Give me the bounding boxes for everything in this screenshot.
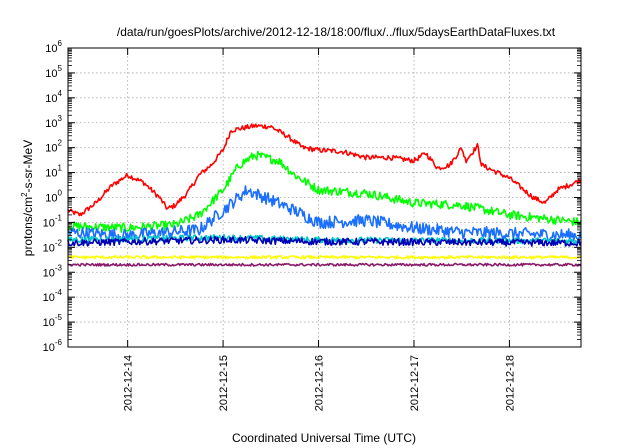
y-tick-exponent: 6 — [58, 39, 63, 48]
series-line-6 — [67, 255, 581, 260]
y-tick-exponent: -2 — [55, 238, 63, 247]
y-axis-label-tail: -s-sr-MeV — [21, 140, 35, 193]
y-tick-label: 104 — [45, 89, 62, 105]
y-tick-base: 10 — [45, 43, 57, 55]
y-tick-label: 103 — [45, 114, 62, 130]
y-tick-base: 10 — [43, 317, 55, 329]
y-tick-base: 10 — [45, 68, 57, 80]
y-tick-exponent: -4 — [55, 288, 63, 297]
y-tick-exponent: 3 — [58, 114, 63, 123]
y-tick-label: 10-6 — [43, 338, 63, 354]
y-tick-base: 10 — [45, 193, 57, 205]
ticks — [68, 47, 581, 348]
y-tick-base: 10 — [45, 168, 57, 180]
y-tick-exponent: -3 — [55, 263, 63, 272]
y-tick-labels: 10-610-510-410-310-210-11001011021031041… — [43, 39, 63, 354]
y-tick-exponent: -5 — [55, 313, 63, 322]
y-tick-label: 101 — [45, 164, 62, 180]
y-tick-base: 10 — [43, 267, 55, 279]
y-tick-exponent: 1 — [58, 164, 63, 173]
y-tick-base: 10 — [45, 118, 57, 130]
y-axis-label-sup: 2 — [20, 192, 29, 197]
series-line-7 — [67, 262, 582, 267]
series-layer — [67, 123, 582, 267]
y-tick-label: 10-3 — [43, 263, 63, 279]
grid — [68, 48, 581, 347]
y-tick-base: 10 — [43, 342, 55, 354]
x-tick-label: 2012-12-16 — [314, 355, 326, 411]
y-tick-exponent: 5 — [58, 64, 63, 73]
y-tick-base: 10 — [43, 217, 55, 229]
y-tick-label: 100 — [45, 189, 62, 205]
y-tick-base: 10 — [45, 93, 57, 105]
y-tick-exponent: 4 — [58, 89, 63, 98]
y-tick-base: 10 — [45, 143, 57, 155]
y-tick-label: 105 — [45, 64, 62, 80]
x-tick-label: 2012-12-14 — [123, 355, 135, 411]
y-tick-label: 10-4 — [43, 288, 63, 304]
x-tick-label: 2012-12-15 — [218, 355, 230, 411]
chart-title: /data/run/goesPlots/archive/2012-12-18/1… — [117, 25, 556, 39]
x-axis-label: Coordinated Universal Time (UTC) — [232, 431, 416, 445]
y-axis-label: protons/cm2-s-sr-MeV — [20, 140, 35, 256]
y-tick-label: 10-5 — [43, 313, 63, 329]
x-tick-label: 2012-12-17 — [409, 355, 421, 411]
y-axis-label-main: protons/cm — [21, 197, 35, 256]
y-tick-base: 10 — [43, 292, 55, 304]
y-tick-label: 106 — [45, 39, 62, 55]
y-tick-exponent: -1 — [55, 213, 63, 222]
y-tick-exponent: 0 — [58, 189, 63, 198]
y-tick-base: 10 — [43, 242, 55, 254]
series-line-3 — [67, 185, 582, 243]
series-line-2 — [67, 150, 582, 233]
series-line-5 — [67, 235, 582, 247]
series-line-1 — [67, 123, 582, 217]
x-tick-label: 2012-12-18 — [504, 355, 516, 411]
y-tick-exponent: 2 — [58, 139, 63, 148]
y-tick-label: 10-1 — [43, 213, 63, 229]
y-tick-label: 102 — [45, 139, 62, 155]
x-tick-labels: 2012-12-14 2012-12-15 2012-12-16 2012-12-17… — [123, 355, 517, 411]
y-tick-exponent: -6 — [55, 338, 63, 347]
y-tick-label: 10-2 — [43, 238, 63, 254]
